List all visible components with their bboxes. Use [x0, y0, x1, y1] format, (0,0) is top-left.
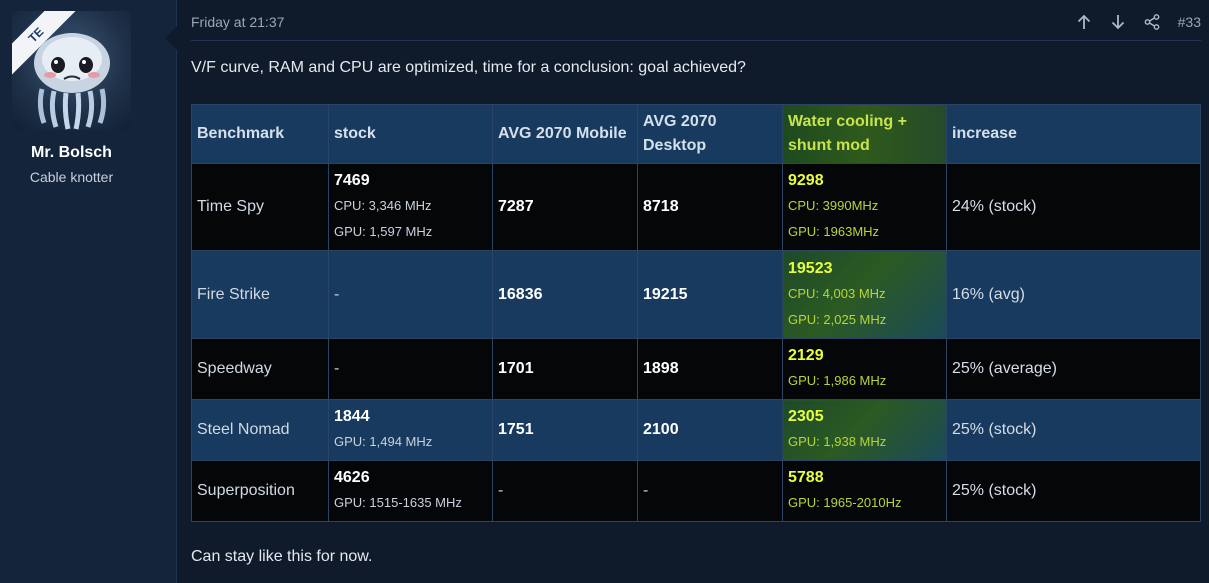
benchmark-name: Time Spy — [191, 163, 329, 251]
share-icon[interactable] — [1144, 14, 1160, 30]
avg-desktop-score: 1898 — [637, 338, 783, 400]
stock-cell: 4626 GPU: 1515-1635 MHz — [328, 460, 493, 522]
stock-score: - — [328, 250, 493, 339]
header-avg-mobile: AVG 2070 Mobile — [492, 104, 638, 164]
increase-value: 25% (stock) — [946, 460, 1201, 522]
water-score: 2129 — [788, 347, 824, 364]
water-score: 19523 — [788, 259, 833, 277]
water-cpu: CPU: 4,003 MHz — [788, 285, 886, 301]
table-row: Fire Strike - 16836 19215 19523 CPU: 4,0… — [191, 250, 1201, 339]
header-stock: stock — [328, 104, 493, 164]
arrow-down-icon[interactable] — [1110, 14, 1126, 30]
avg-mobile-score: 16836 — [492, 250, 638, 339]
stock-score: 4626 — [334, 469, 370, 486]
post-date[interactable]: Friday at 21:37 — [191, 14, 285, 30]
increase-value: 25% (average) — [946, 338, 1201, 400]
increase-value: 24% (stock) — [946, 163, 1201, 251]
benchmark-name: Steel Nomad — [191, 399, 329, 461]
benchmark-table: Benchmark stock AVG 2070 Mobile AVG 2070… — [191, 104, 1201, 522]
post-pointer — [165, 26, 177, 50]
water-gpu: GPU: 1963MHz — [788, 224, 880, 239]
avg-desktop-score: - — [637, 460, 783, 522]
table-row: Steel Nomad 1844 GPU: 1,494 MHz 1751 210… — [191, 399, 1201, 461]
water-cpu: CPU: 3990MHz — [788, 198, 879, 213]
stock-score: 1844 — [334, 408, 370, 425]
stock-score: - — [328, 338, 493, 400]
header-increase: increase — [946, 104, 1201, 164]
water-gpu: GPU: 1,938 MHz — [788, 434, 887, 449]
table-row: Time Spy 7469 CPU: 3,346 MHz GPU: 1,597 … — [191, 163, 1201, 251]
header-avg-desktop: AVG 2070 Desktop — [637, 104, 783, 164]
water-cell: 9298 CPU: 3990MHz GPU: 1963MHz — [782, 163, 947, 251]
stock-gpu: GPU: 1,494 MHz — [334, 434, 433, 449]
post-outro-text: Can stay like this for now. — [191, 548, 373, 565]
water-gpu: GPU: 1,986 MHz — [788, 373, 887, 388]
water-cell: 2305 GPU: 1,938 MHz — [782, 399, 947, 461]
water-score: 9298 — [788, 172, 824, 189]
user-title: Cable knotter — [29, 169, 114, 185]
increase-value: 25% (stock) — [946, 399, 1201, 461]
post-number-link[interactable]: #33 — [1177, 14, 1201, 30]
stock-gpu: GPU: 1515-1635 MHz — [334, 495, 462, 510]
stock-gpu: GPU: 1,597 MHz — [334, 224, 433, 239]
benchmark-name: Speedway — [191, 338, 329, 400]
benchmark-name: Fire Strike — [191, 250, 329, 339]
water-gpu: GPU: 2,025 MHz — [788, 311, 887, 327]
avatar[interactable]: TE — [12, 11, 131, 130]
benchmark-name: Superposition — [191, 460, 329, 522]
stock-cell: 7469 CPU: 3,346 MHz GPU: 1,597 MHz — [328, 163, 493, 251]
stock-cpu: CPU: 3,346 MHz — [334, 198, 432, 213]
water-cell: 5788 GPU: 1965-2010Hz — [782, 460, 947, 522]
water-cell: 2129 GPU: 1,986 MHz — [782, 338, 947, 400]
avg-desktop-score: 2100 — [637, 399, 783, 461]
arrow-up-icon[interactable] — [1076, 14, 1092, 30]
water-score: 2305 — [788, 408, 824, 425]
header-benchmark: Benchmark — [191, 104, 329, 164]
stock-cell: 1844 GPU: 1,494 MHz — [328, 399, 493, 461]
post-actions: #33 — [1076, 11, 1201, 33]
avg-mobile-score: 1701 — [492, 338, 638, 400]
post-header: Friday at 21:37 #33 — [191, 0, 1201, 41]
table-row: Speedway - 1701 1898 2129 GPU: 1,986 MHz… — [191, 338, 1201, 400]
header-water-cooling: Water cooling + shunt mod — [782, 104, 947, 164]
avg-desktop-score: 8718 — [637, 163, 783, 251]
user-panel: TE Mr. Bolsch Cable knotter — [0, 0, 177, 583]
stock-score: 7469 — [334, 172, 370, 189]
avg-mobile-score: 1751 — [492, 399, 638, 461]
jellyfish-avatar-icon — [34, 33, 110, 130]
avg-mobile-score: - — [492, 460, 638, 522]
table-header-row: Benchmark stock AVG 2070 Mobile AVG 2070… — [191, 104, 1201, 164]
post-intro-text: V/F curve, RAM and CPU are optimized, ti… — [191, 59, 746, 76]
table-row: Superposition 4626 GPU: 1515-1635 MHz - … — [191, 460, 1201, 522]
water-cell: 19523 CPU: 4,003 MHz GPU: 2,025 MHz — [782, 250, 947, 339]
increase-value: 16% (avg) — [946, 250, 1201, 339]
username[interactable]: Mr. Bolsch — [31, 144, 112, 161]
avg-desktop-score: 19215 — [637, 250, 783, 339]
water-score: 5788 — [788, 469, 824, 486]
avg-mobile-score: 7287 — [492, 163, 638, 251]
water-gpu: GPU: 1965-2010Hz — [788, 495, 902, 510]
